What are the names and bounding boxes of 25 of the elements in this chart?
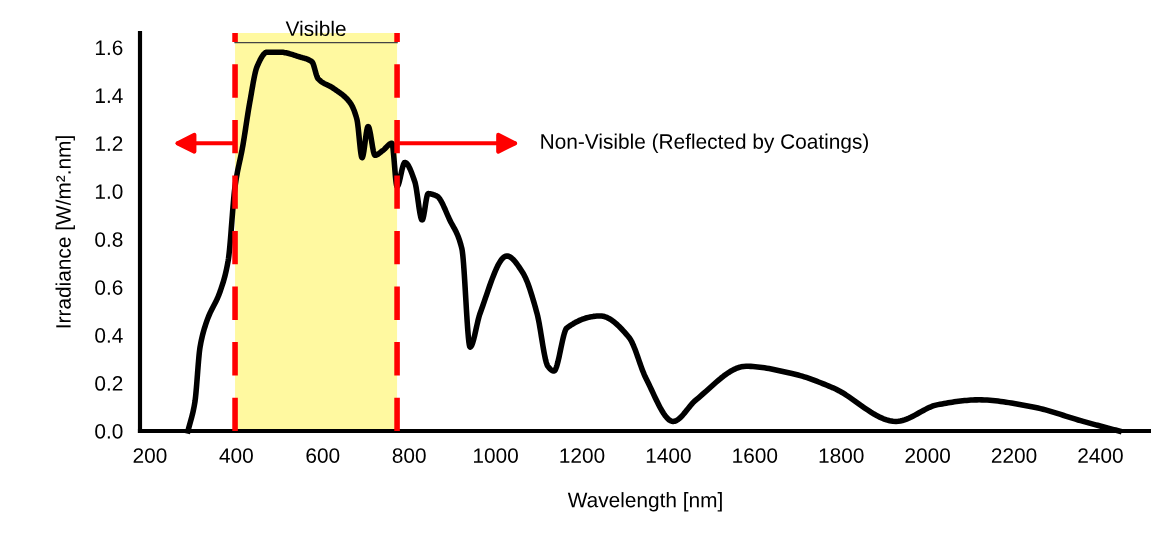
x-tick-label: 1000 xyxy=(474,448,518,463)
y-tick-label: 0.6 xyxy=(95,280,123,295)
x-tick-label: 1400 xyxy=(646,448,691,463)
y-tick-label: 0.0 xyxy=(95,424,123,439)
y-tick-label: 1.6 xyxy=(95,40,123,56)
band-label: Visible xyxy=(285,20,346,37)
x-tick-label: 200 xyxy=(133,448,167,463)
annotation: Non-Visible (Reflected by Coatings) xyxy=(541,133,868,153)
x-tick-label: 2200 xyxy=(991,448,1037,463)
x-tick-label: 2400 xyxy=(1078,448,1123,463)
y-tick-label: 0.4 xyxy=(95,328,123,343)
y-axis-title: Irradiance [W/m².nm] xyxy=(55,136,75,328)
x-axis-title: Wavelength [nm] xyxy=(567,492,722,512)
y-tick-label: 1.2 xyxy=(95,136,123,151)
y-tick-label: 0.8 xyxy=(95,232,123,247)
x-tick-label: 1800 xyxy=(819,448,864,463)
x-tick-label: 1600 xyxy=(733,448,778,463)
x-tick-label: 800 xyxy=(392,448,426,463)
x-tick-label: 600 xyxy=(306,448,340,463)
y-tick-label: 0.2 xyxy=(95,376,123,391)
y-tick-label: 1.0 xyxy=(95,184,123,199)
x-tick-label: 400 xyxy=(219,448,253,463)
x-tick-label: 2000 xyxy=(905,448,950,463)
y-tick-label: 1.4 xyxy=(95,88,123,103)
x-tick-label: 1200 xyxy=(560,448,605,463)
